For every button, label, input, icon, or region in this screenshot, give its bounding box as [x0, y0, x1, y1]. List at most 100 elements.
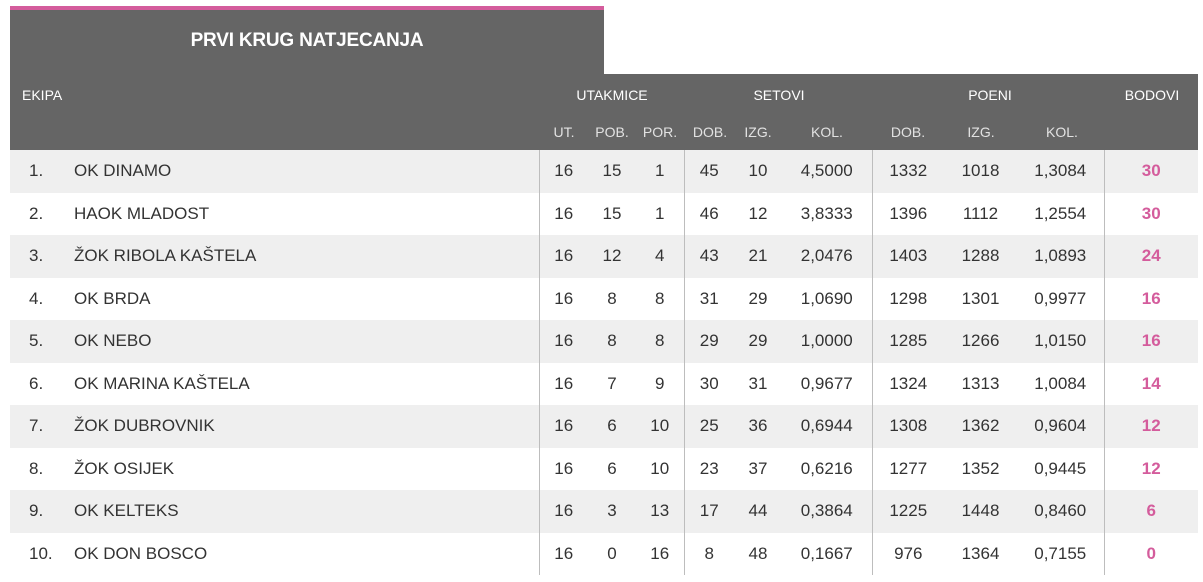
col-points-header: POENI: [968, 87, 1012, 103]
table-row: 1. OK DINAMO 16 15 1 45 10 4,5000 1332 1018 1,3084…: [10, 150, 1198, 193]
team-name: OK DON BOSCO: [74, 532, 539, 575]
sets-won: 31: [683, 277, 734, 320]
matches-won: 7: [588, 362, 636, 405]
sets-won: 45: [683, 150, 734, 193]
points-ratio: 1,0084: [1017, 362, 1104, 405]
team-name: OK MARINA KAŠTELA: [74, 362, 539, 405]
matches-won: 8: [588, 320, 636, 363]
points-lost: 1266: [944, 320, 1017, 363]
sets-ratio: 2,0476: [782, 235, 872, 278]
matches-won: 8: [588, 277, 636, 320]
points-won: 1332: [871, 150, 944, 193]
points-lost: 1313: [944, 362, 1017, 405]
rank-cell: 7.: [10, 405, 74, 448]
sets-ratio: 1,0000: [782, 320, 872, 363]
sets-lost: 21: [734, 235, 782, 278]
table-row: 8. ŽOK OSIJEK 16 6 10 23 37 0,6216 1277 1352 0,944…: [10, 447, 1198, 490]
sub-header-set-izg: IZG.: [744, 124, 772, 140]
matches-lost: 10: [636, 405, 684, 448]
sub-header-pob: POB.: [595, 124, 629, 140]
sets-lost: 12: [734, 192, 782, 235]
rank-cell: 5.: [10, 320, 74, 363]
standing-points: 6: [1103, 490, 1198, 533]
matches-won: 15: [588, 192, 636, 235]
points-ratio: 1,2554: [1017, 192, 1104, 235]
sets-won: 46: [683, 192, 734, 235]
points-won: 1285: [871, 320, 944, 363]
sets-ratio: 0,9677: [782, 362, 872, 405]
standings-table: 1. OK DINAMO 16 15 1 45 10 4,5000 1332 1018 1,3084…: [10, 150, 1198, 575]
rank-cell: 4.: [10, 277, 74, 320]
sets-won: 23: [683, 447, 734, 490]
table-header: EKIPA UTAKMICE SETOVI POENI BODOVI UT. P…: [10, 74, 1198, 150]
matches-played: 16: [538, 277, 588, 320]
standings-rows: 1. OK DINAMO 16 15 1 45 10 4,5000 1332 1018 1,3084…: [10, 150, 1198, 575]
points-ratio: 0,7155: [1017, 532, 1104, 575]
points-ratio: 0,9604: [1017, 405, 1104, 448]
table-row: 5. OK NEBO 16 8 8 29 29 1,0000 1285 1266 1,0150 16: [10, 320, 1198, 363]
matches-lost: 1: [636, 192, 684, 235]
standing-points: 12: [1103, 405, 1198, 448]
sets-lost: 29: [734, 277, 782, 320]
col-team-header: EKIPA: [22, 87, 63, 103]
team-name: ŽOK OSIJEK: [74, 447, 539, 490]
points-ratio: 0,8460: [1017, 490, 1104, 533]
col-sets-header: SETOVI: [753, 87, 805, 103]
points-won: 1324: [871, 362, 944, 405]
standing-points: 30: [1103, 150, 1198, 193]
matches-lost: 1: [636, 150, 684, 193]
team-name: HAOK MLADOST: [74, 192, 539, 235]
points-won: 1396: [871, 192, 944, 235]
standing-points: 24: [1103, 235, 1198, 278]
matches-played: 16: [538, 362, 588, 405]
points-lost: 1448: [944, 490, 1017, 533]
sub-header-set-dob: DOB.: [692, 124, 728, 140]
matches-played: 16: [538, 532, 588, 575]
points-ratio: 1,0893: [1017, 235, 1104, 278]
table-row: 6. OK MARINA KAŠTELA 16 7 9 30 31 0,9677 1324 131…: [10, 362, 1198, 405]
team-name: OK DINAMO: [74, 150, 539, 193]
team-name: OK KELTEKS: [74, 490, 539, 533]
sets-ratio: 0,3864: [782, 490, 872, 533]
sets-ratio: 0,6944: [782, 405, 872, 448]
matches-played: 16: [538, 320, 588, 363]
points-lost: 1112: [944, 192, 1017, 235]
matches-lost: 4: [636, 235, 684, 278]
points-won: 1308: [871, 405, 944, 448]
standing-points: 30: [1103, 192, 1198, 235]
matches-won: 6: [588, 405, 636, 448]
points-lost: 1362: [944, 405, 1017, 448]
sets-lost: 37: [734, 447, 782, 490]
title-bar: PRVI KRUG NATJECANJA: [10, 6, 604, 74]
sets-lost: 31: [734, 362, 782, 405]
points-won: 1277: [871, 447, 944, 490]
points-won: 976: [871, 532, 944, 575]
table-row: 2. HAOK MLADOST 16 15 1 46 12 3,8333 1396 1112 1,2…: [10, 192, 1198, 235]
rank-cell: 3.: [10, 235, 74, 278]
points-lost: 1301: [944, 277, 1017, 320]
sets-lost: 48: [734, 532, 782, 575]
points-lost: 1018: [944, 150, 1017, 193]
sub-header-pts-dob: DOB.: [890, 124, 926, 140]
matches-won: 3: [588, 490, 636, 533]
sets-won: 25: [683, 405, 734, 448]
sets-ratio: 0,6216: [782, 447, 872, 490]
sets-won: 29: [683, 320, 734, 363]
rank-cell: 9.: [10, 490, 74, 533]
points-won: 1403: [871, 235, 944, 278]
matches-won: 12: [588, 235, 636, 278]
points-won: 1298: [871, 277, 944, 320]
sub-header-set-kol: KOL.: [811, 124, 843, 140]
table-row: 7. ŽOK DUBROVNIK 16 6 10 25 36 0,6944 1308 1362 0,…: [10, 405, 1198, 448]
matches-played: 16: [538, 235, 588, 278]
matches-won: 15: [588, 150, 636, 193]
sets-ratio: 3,8333: [782, 192, 872, 235]
sets-lost: 29: [734, 320, 782, 363]
team-name: OK BRDA: [74, 277, 539, 320]
sub-header-pts-kol: KOL.: [1046, 124, 1078, 140]
table-row: 9. OK KELTEKS 16 3 13 17 44 0,3864 1225 1448 0,846…: [10, 490, 1198, 533]
sets-ratio: 4,5000: [782, 150, 872, 193]
team-name: ŽOK RIBOLA KAŠTELA: [74, 235, 539, 278]
points-won: 1225: [871, 490, 944, 533]
sets-won: 30: [683, 362, 734, 405]
